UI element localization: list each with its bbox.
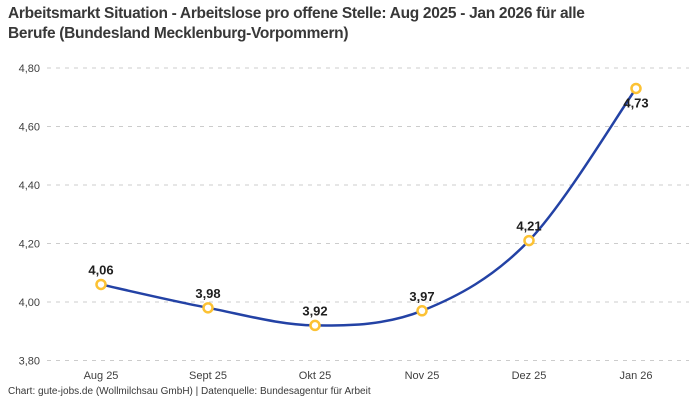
data-point-marker <box>95 278 107 291</box>
chart-title: Arbeitsmarkt Situation - Arbeitslose pro… <box>8 4 688 44</box>
data-point-marker <box>309 319 321 332</box>
chart-title-line-1: Arbeitsmarkt Situation - Arbeitslose pro… <box>8 5 585 22</box>
x-tick-label: Sept 25 <box>189 370 227 382</box>
x-tick-label: Nov 25 <box>405 370 440 382</box>
y-tick-label: 4,80 <box>19 63 40 75</box>
data-point-label: 4,06 <box>88 262 113 277</box>
x-tick-label: Jan 26 <box>619 370 652 382</box>
data-point-marker <box>202 302 214 314</box>
data-point-label: 3,92 <box>302 303 327 318</box>
data-line <box>99 87 638 327</box>
chart-title-line-2: Berufe (Bundesland Mecklenburg-Vorpommer… <box>8 25 349 42</box>
y-tick-label: 3,80 <box>19 356 40 368</box>
data-point-label: 3,98 <box>195 286 220 301</box>
y-tick-label: 4,20 <box>19 239 40 251</box>
x-tick-label: Dez 25 <box>512 370 547 382</box>
y-tick-label: 4,40 <box>19 180 40 192</box>
data-point-label: 4,21 <box>516 219 541 234</box>
data-point-marker <box>416 305 428 317</box>
data-point-label: 4,73 <box>623 95 648 110</box>
chart-footer-credit: Chart: gute-jobs.de (Wollmilchsau GmbH) … <box>8 386 371 397</box>
x-tick-label: Aug 25 <box>84 370 119 382</box>
data-point-label: 3,97 <box>409 289 434 304</box>
data-point-marker <box>523 234 535 247</box>
data-point-marker <box>630 82 642 95</box>
y-tick-label: 4,60 <box>19 122 40 134</box>
x-tick-label: Okt 25 <box>299 370 331 382</box>
y-tick-label: 4,00 <box>19 297 40 309</box>
